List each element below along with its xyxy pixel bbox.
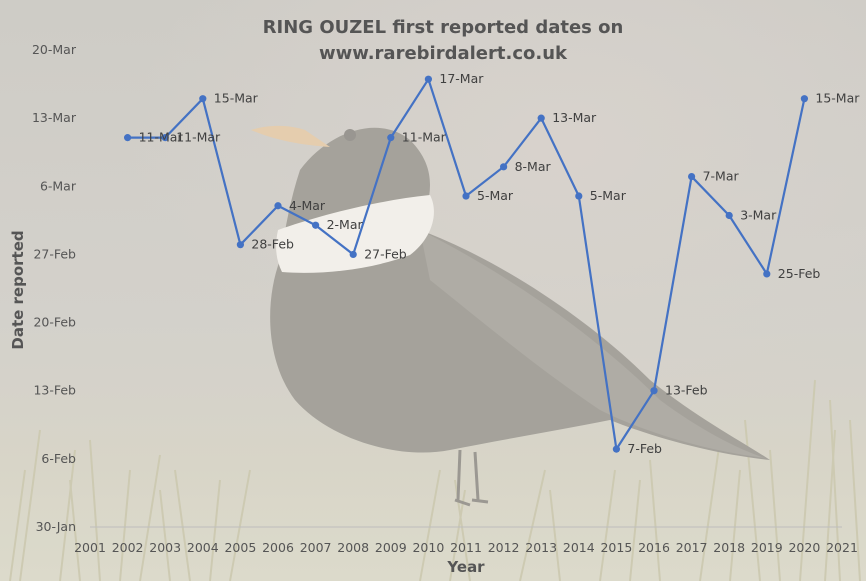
data-label: 7-Feb xyxy=(627,441,662,456)
y-axis-title: Date reported xyxy=(9,230,27,349)
y-tick-label: 20-Feb xyxy=(33,315,76,330)
x-tick-label: 2016 xyxy=(638,540,670,555)
data-label: 5-Mar xyxy=(477,188,514,203)
x-tick-label: 2017 xyxy=(676,540,708,555)
data-label: 27-Feb xyxy=(364,246,407,261)
x-tick-label: 2019 xyxy=(751,540,783,555)
data-point xyxy=(161,134,169,142)
data-point xyxy=(199,95,207,103)
data-point xyxy=(575,192,583,200)
data-label: 13-Feb xyxy=(665,383,708,398)
data-point xyxy=(424,75,432,83)
data-point xyxy=(274,202,282,210)
x-tick-label: 2011 xyxy=(450,540,482,555)
x-tick-label: 2001 xyxy=(74,540,106,555)
data-point xyxy=(124,134,132,142)
x-tick-label: 2002 xyxy=(112,540,144,555)
data-label: 25-Feb xyxy=(778,266,821,281)
chart-title: RING OUZEL first reported dates on www.r… xyxy=(263,17,624,64)
x-tick-label: 2009 xyxy=(375,540,407,555)
data-label: 8-Mar xyxy=(515,159,552,174)
y-tick-label: 13-Feb xyxy=(33,383,76,398)
grass xyxy=(9,379,861,581)
x-tick-label: 2013 xyxy=(525,540,557,555)
y-axis-ticks: 30-Jan 6-Feb 13-Feb 20-Feb 27-Feb 6-Mar 13-Mar… xyxy=(32,42,77,534)
chart-title-line-1: RING OUZEL first reported dates on xyxy=(263,17,624,38)
x-tick-label: 2005 xyxy=(224,540,256,555)
x-tick-label: 2004 xyxy=(187,540,219,555)
y-tick-label: 6-Feb xyxy=(41,451,76,466)
data-point xyxy=(462,192,470,200)
y-tick-label: 13-Mar xyxy=(32,110,77,125)
data-series: 11-Mar11-Mar15-Mar28-Feb4-Mar2-Mar27-Feb… xyxy=(124,71,860,456)
x-tick-label: 2010 xyxy=(412,540,444,555)
data-label: 11-Mar xyxy=(176,130,221,145)
data-point xyxy=(612,445,621,453)
data-point xyxy=(500,163,508,171)
x-tick-label: 2008 xyxy=(337,540,369,555)
x-tick-label: 2015 xyxy=(600,540,632,555)
y-tick-label: 30-Jan xyxy=(36,519,76,534)
x-tick-label: 2006 xyxy=(262,540,294,555)
data-point xyxy=(763,270,771,278)
data-label: 11-Mar xyxy=(139,130,184,145)
data-label: 15-Mar xyxy=(214,91,259,106)
x-tick-label: 2012 xyxy=(488,540,520,555)
data-label: 28-Feb xyxy=(251,237,294,252)
x-axis-title: Year xyxy=(446,558,485,576)
data-point xyxy=(688,172,696,181)
data-point xyxy=(800,95,809,103)
x-tick-label: 2003 xyxy=(149,540,181,555)
data-label: 5-Mar xyxy=(590,188,627,203)
data-point xyxy=(725,211,733,220)
data-point xyxy=(236,241,244,249)
data-label: 2-Mar xyxy=(327,217,364,232)
data-point xyxy=(650,387,658,395)
x-axis-ticks: 2001 2002 2003 2004 2005 2006 2007 2008 2009 2010… xyxy=(74,540,858,555)
x-tick-label: 2007 xyxy=(300,540,332,555)
data-label: 7-Mar xyxy=(703,169,740,184)
x-tick-label: 2020 xyxy=(788,540,820,555)
y-tick-label: 27-Feb xyxy=(33,246,76,261)
y-tick-label: 20-Mar xyxy=(32,42,77,57)
data-point xyxy=(349,250,357,259)
data-label: 17-Mar xyxy=(439,71,484,86)
data-label: 13-Mar xyxy=(552,110,597,125)
data-point xyxy=(312,221,320,229)
y-tick-label: 6-Mar xyxy=(40,178,77,193)
x-tick-label: 2018 xyxy=(713,540,745,555)
data-point xyxy=(387,134,395,142)
data-point xyxy=(537,114,545,122)
data-label: 3-Mar xyxy=(740,207,777,222)
x-tick-label: 2021 xyxy=(826,540,858,555)
chart-title-line-2: www.rarebirdalert.co.uk xyxy=(319,43,568,64)
bird-illustration xyxy=(251,125,770,507)
x-tick-label: 2014 xyxy=(563,540,595,555)
data-label: 4-Mar xyxy=(289,198,326,213)
data-label: 15-Mar xyxy=(815,91,860,106)
data-label: 11-Mar xyxy=(402,130,447,145)
